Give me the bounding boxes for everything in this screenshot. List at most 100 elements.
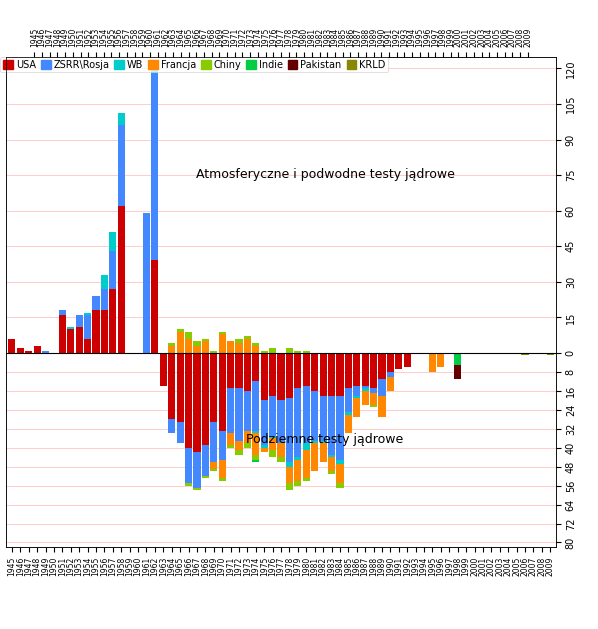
Bar bbox=[311, 391, 318, 440]
Bar bbox=[269, 396, 276, 436]
Bar bbox=[210, 350, 217, 353]
Bar bbox=[8, 338, 16, 353]
Bar bbox=[244, 431, 251, 443]
Bar bbox=[118, 113, 125, 125]
Bar bbox=[25, 350, 32, 353]
Bar bbox=[109, 251, 117, 289]
Bar bbox=[387, 377, 394, 391]
Bar bbox=[345, 353, 352, 389]
Bar bbox=[101, 310, 108, 353]
Bar bbox=[118, 206, 125, 353]
Bar bbox=[84, 315, 91, 338]
Bar bbox=[219, 460, 226, 479]
Bar bbox=[286, 348, 293, 353]
Bar bbox=[67, 329, 74, 353]
Bar bbox=[303, 479, 310, 481]
Bar bbox=[151, 69, 158, 73]
Bar bbox=[42, 350, 49, 353]
Bar bbox=[193, 353, 200, 452]
Bar bbox=[362, 389, 369, 391]
Bar bbox=[370, 405, 377, 408]
Bar bbox=[210, 353, 217, 421]
Bar bbox=[176, 421, 184, 443]
Bar bbox=[454, 353, 461, 365]
Bar bbox=[236, 389, 243, 440]
Bar bbox=[244, 391, 251, 431]
Bar bbox=[261, 353, 268, 400]
Bar bbox=[370, 393, 377, 405]
Bar bbox=[151, 73, 158, 260]
Bar bbox=[353, 398, 361, 417]
Bar bbox=[219, 431, 226, 460]
Bar bbox=[379, 353, 386, 379]
Bar bbox=[294, 353, 301, 389]
Bar bbox=[227, 433, 234, 445]
Bar bbox=[75, 327, 83, 353]
Bar bbox=[244, 353, 251, 391]
Bar bbox=[336, 460, 343, 464]
Bar bbox=[387, 372, 394, 377]
Bar bbox=[84, 338, 91, 353]
Bar bbox=[227, 389, 234, 433]
Bar bbox=[521, 353, 529, 355]
Bar bbox=[319, 443, 327, 462]
Bar bbox=[193, 346, 200, 353]
Bar bbox=[277, 457, 285, 462]
Bar bbox=[387, 353, 394, 372]
Bar bbox=[294, 460, 301, 481]
Bar bbox=[84, 313, 91, 315]
Bar bbox=[168, 343, 175, 346]
Bar bbox=[143, 213, 150, 353]
Bar bbox=[328, 396, 335, 455]
Bar bbox=[336, 353, 343, 396]
Bar bbox=[269, 353, 276, 396]
Bar bbox=[168, 420, 175, 433]
Bar bbox=[219, 353, 226, 431]
Bar bbox=[59, 310, 66, 315]
Bar bbox=[336, 396, 343, 460]
Bar bbox=[395, 353, 402, 369]
Bar bbox=[370, 389, 377, 393]
Bar bbox=[286, 483, 293, 491]
Bar bbox=[277, 443, 285, 457]
Bar bbox=[219, 331, 226, 334]
Bar bbox=[336, 483, 343, 488]
Bar bbox=[185, 483, 192, 486]
Bar bbox=[261, 400, 268, 445]
Bar bbox=[328, 457, 335, 471]
Bar bbox=[252, 455, 260, 460]
Bar bbox=[303, 386, 310, 443]
Bar bbox=[151, 260, 158, 353]
Bar bbox=[286, 467, 293, 483]
Bar bbox=[101, 289, 108, 310]
Bar bbox=[353, 396, 361, 398]
Bar bbox=[454, 365, 461, 379]
Bar bbox=[219, 479, 226, 481]
Bar bbox=[75, 315, 83, 327]
Bar bbox=[109, 232, 117, 251]
Bar bbox=[269, 438, 276, 450]
Bar bbox=[429, 353, 436, 372]
Bar bbox=[109, 289, 117, 353]
Bar bbox=[277, 400, 285, 443]
Bar bbox=[236, 450, 243, 455]
Text: Podziemne testy jądrowe: Podziemne testy jądrowe bbox=[246, 433, 404, 446]
Bar bbox=[227, 353, 234, 389]
Bar bbox=[227, 445, 234, 448]
Bar bbox=[269, 348, 276, 353]
Bar bbox=[370, 353, 377, 389]
Bar bbox=[294, 389, 301, 457]
Bar bbox=[379, 379, 386, 396]
Bar bbox=[345, 389, 352, 412]
Bar bbox=[252, 346, 260, 353]
Bar bbox=[261, 350, 268, 353]
Bar bbox=[252, 343, 260, 346]
Bar bbox=[236, 353, 243, 389]
Bar bbox=[328, 471, 335, 474]
Bar bbox=[547, 353, 554, 355]
Bar bbox=[353, 353, 361, 386]
Bar bbox=[269, 450, 276, 457]
Bar bbox=[252, 431, 260, 433]
Bar bbox=[176, 331, 184, 353]
Bar bbox=[202, 353, 209, 445]
